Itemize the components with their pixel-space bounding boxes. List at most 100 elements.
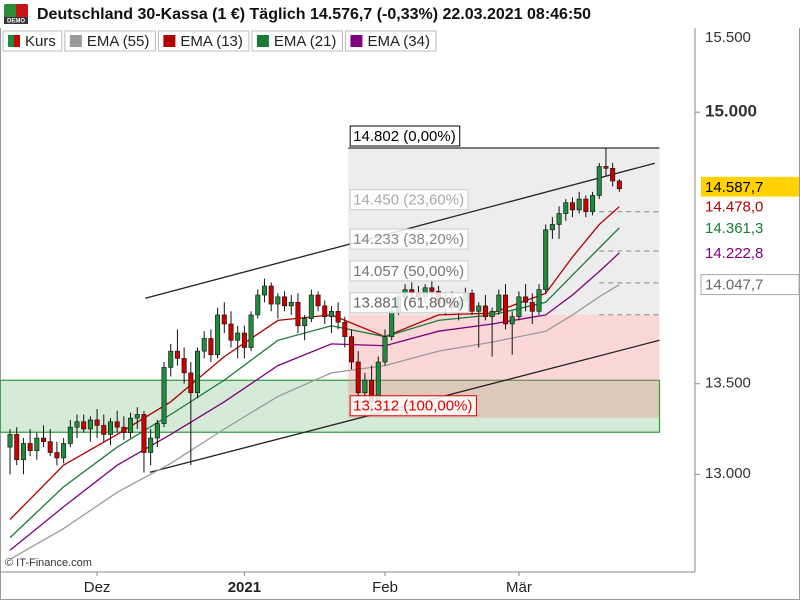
fib-label: 14.057 (50,00%) bbox=[349, 260, 469, 282]
candle-body bbox=[47, 441, 53, 453]
candle-body bbox=[241, 332, 247, 348]
candle-body bbox=[576, 198, 582, 211]
candle-body bbox=[228, 323, 234, 341]
candle-body bbox=[489, 311, 495, 318]
y-tick-label: 15.500 bbox=[705, 29, 751, 46]
candle-body bbox=[27, 443, 33, 452]
ema-line bbox=[9, 252, 620, 551]
price-tag-label: 14.222,8 bbox=[705, 245, 763, 262]
legend-swatch bbox=[8, 35, 14, 47]
candle-body bbox=[148, 437, 154, 453]
candle-body bbox=[322, 305, 328, 318]
fib-label: 13.312 (100,00%) bbox=[349, 395, 477, 417]
candle-body bbox=[523, 296, 529, 303]
candle-body bbox=[168, 350, 174, 368]
candle-body bbox=[503, 294, 509, 325]
candle-body bbox=[268, 285, 274, 305]
candle-body bbox=[87, 419, 93, 430]
candle-body bbox=[556, 213, 562, 225]
legend-item: EMA (21) bbox=[251, 30, 343, 52]
candle-body bbox=[590, 195, 596, 213]
x-tick-label: Feb bbox=[372, 579, 398, 596]
candle-body bbox=[569, 202, 575, 211]
fib-label: 13.881 (61,80%) bbox=[349, 292, 469, 314]
candle-body bbox=[114, 421, 120, 428]
candle-body bbox=[342, 321, 348, 337]
fib-label-text: 13.881 (61,80%) bbox=[353, 295, 464, 312]
candle-body bbox=[215, 314, 221, 356]
candle-body bbox=[616, 180, 622, 190]
demo-icon: DEMO bbox=[4, 4, 28, 25]
candle-body bbox=[255, 294, 261, 316]
candle-body bbox=[54, 452, 60, 459]
candle-body bbox=[61, 443, 67, 459]
legend-swatch bbox=[163, 35, 176, 47]
y-tick-label: 13.500 bbox=[705, 375, 751, 392]
candle-body bbox=[362, 379, 368, 394]
candle-body bbox=[382, 336, 388, 363]
candle-body bbox=[469, 292, 475, 312]
fib-label-text: 14.802 (0,00%) bbox=[353, 128, 456, 145]
price-tag-label: 14.478,0 bbox=[705, 199, 763, 216]
candle-body bbox=[161, 367, 167, 424]
candle-body bbox=[101, 425, 107, 435]
fib-label-box bbox=[349, 395, 477, 417]
legend-item: Kurs bbox=[2, 30, 63, 52]
legend-box bbox=[251, 30, 343, 52]
footer: © IT-Finance.com bbox=[5, 557, 92, 569]
plot-area: 14.802 (0,00%) 14.450 (23,60%) 14.233 (38,… bbox=[0, 125, 661, 560]
legend-box bbox=[344, 30, 437, 52]
candle-body bbox=[429, 287, 435, 292]
price-tag-box bbox=[701, 176, 799, 197]
candle-body bbox=[496, 294, 502, 312]
candle-body bbox=[81, 421, 87, 430]
candle-body bbox=[261, 285, 267, 296]
price-tag-box bbox=[701, 242, 799, 263]
candle-body bbox=[288, 301, 294, 307]
candle-body bbox=[195, 350, 201, 394]
candle-body bbox=[315, 294, 321, 307]
ema-line bbox=[9, 227, 620, 539]
candle-body bbox=[563, 202, 569, 214]
candle-body bbox=[596, 166, 602, 196]
candle-body bbox=[529, 301, 535, 312]
y-tick-label: 13.000 bbox=[705, 465, 751, 482]
candle-body bbox=[248, 314, 254, 348]
candle-body bbox=[154, 423, 160, 439]
legend-swatch bbox=[256, 35, 269, 47]
candle-body bbox=[355, 361, 361, 394]
price-tag-box bbox=[701, 217, 799, 238]
candle-body bbox=[121, 426, 127, 433]
fib-label-box bbox=[349, 260, 469, 282]
candle-body bbox=[308, 294, 314, 319]
candle-body bbox=[221, 314, 227, 325]
candle-body bbox=[282, 296, 288, 307]
candle-body bbox=[328, 311, 334, 318]
fib-label-box bbox=[349, 292, 469, 314]
candle-body bbox=[302, 318, 308, 327]
candle-body bbox=[141, 414, 147, 453]
candle-body bbox=[94, 419, 100, 426]
fib-label-text: 13.312 (100,00%) bbox=[353, 398, 472, 415]
candle-body bbox=[134, 414, 140, 419]
candle-body bbox=[235, 332, 241, 341]
candle-body bbox=[389, 311, 395, 337]
candle-body bbox=[208, 338, 214, 356]
candle-body bbox=[476, 305, 482, 312]
candle-body bbox=[14, 434, 20, 461]
legend-label: EMA (21) bbox=[274, 33, 337, 50]
header-bar bbox=[0, 0, 800, 28]
candle-body bbox=[509, 316, 515, 325]
fib-label: 14.450 (23,60%) bbox=[349, 189, 469, 211]
legend-item: EMA (55) bbox=[64, 30, 156, 52]
candle-body bbox=[536, 289, 542, 312]
x-tick-label: Dez bbox=[84, 579, 111, 596]
legend-item: EMA (13) bbox=[157, 30, 250, 52]
price-tag-box bbox=[700, 274, 800, 296]
fib-label-box bbox=[349, 228, 469, 250]
candle-body bbox=[174, 350, 180, 359]
fib-label-box bbox=[349, 189, 469, 211]
price-tag-label: 14.047,7 bbox=[705, 277, 763, 294]
candle-body bbox=[20, 443, 26, 461]
fib-label-text: 14.057 (50,00%) bbox=[353, 263, 464, 280]
